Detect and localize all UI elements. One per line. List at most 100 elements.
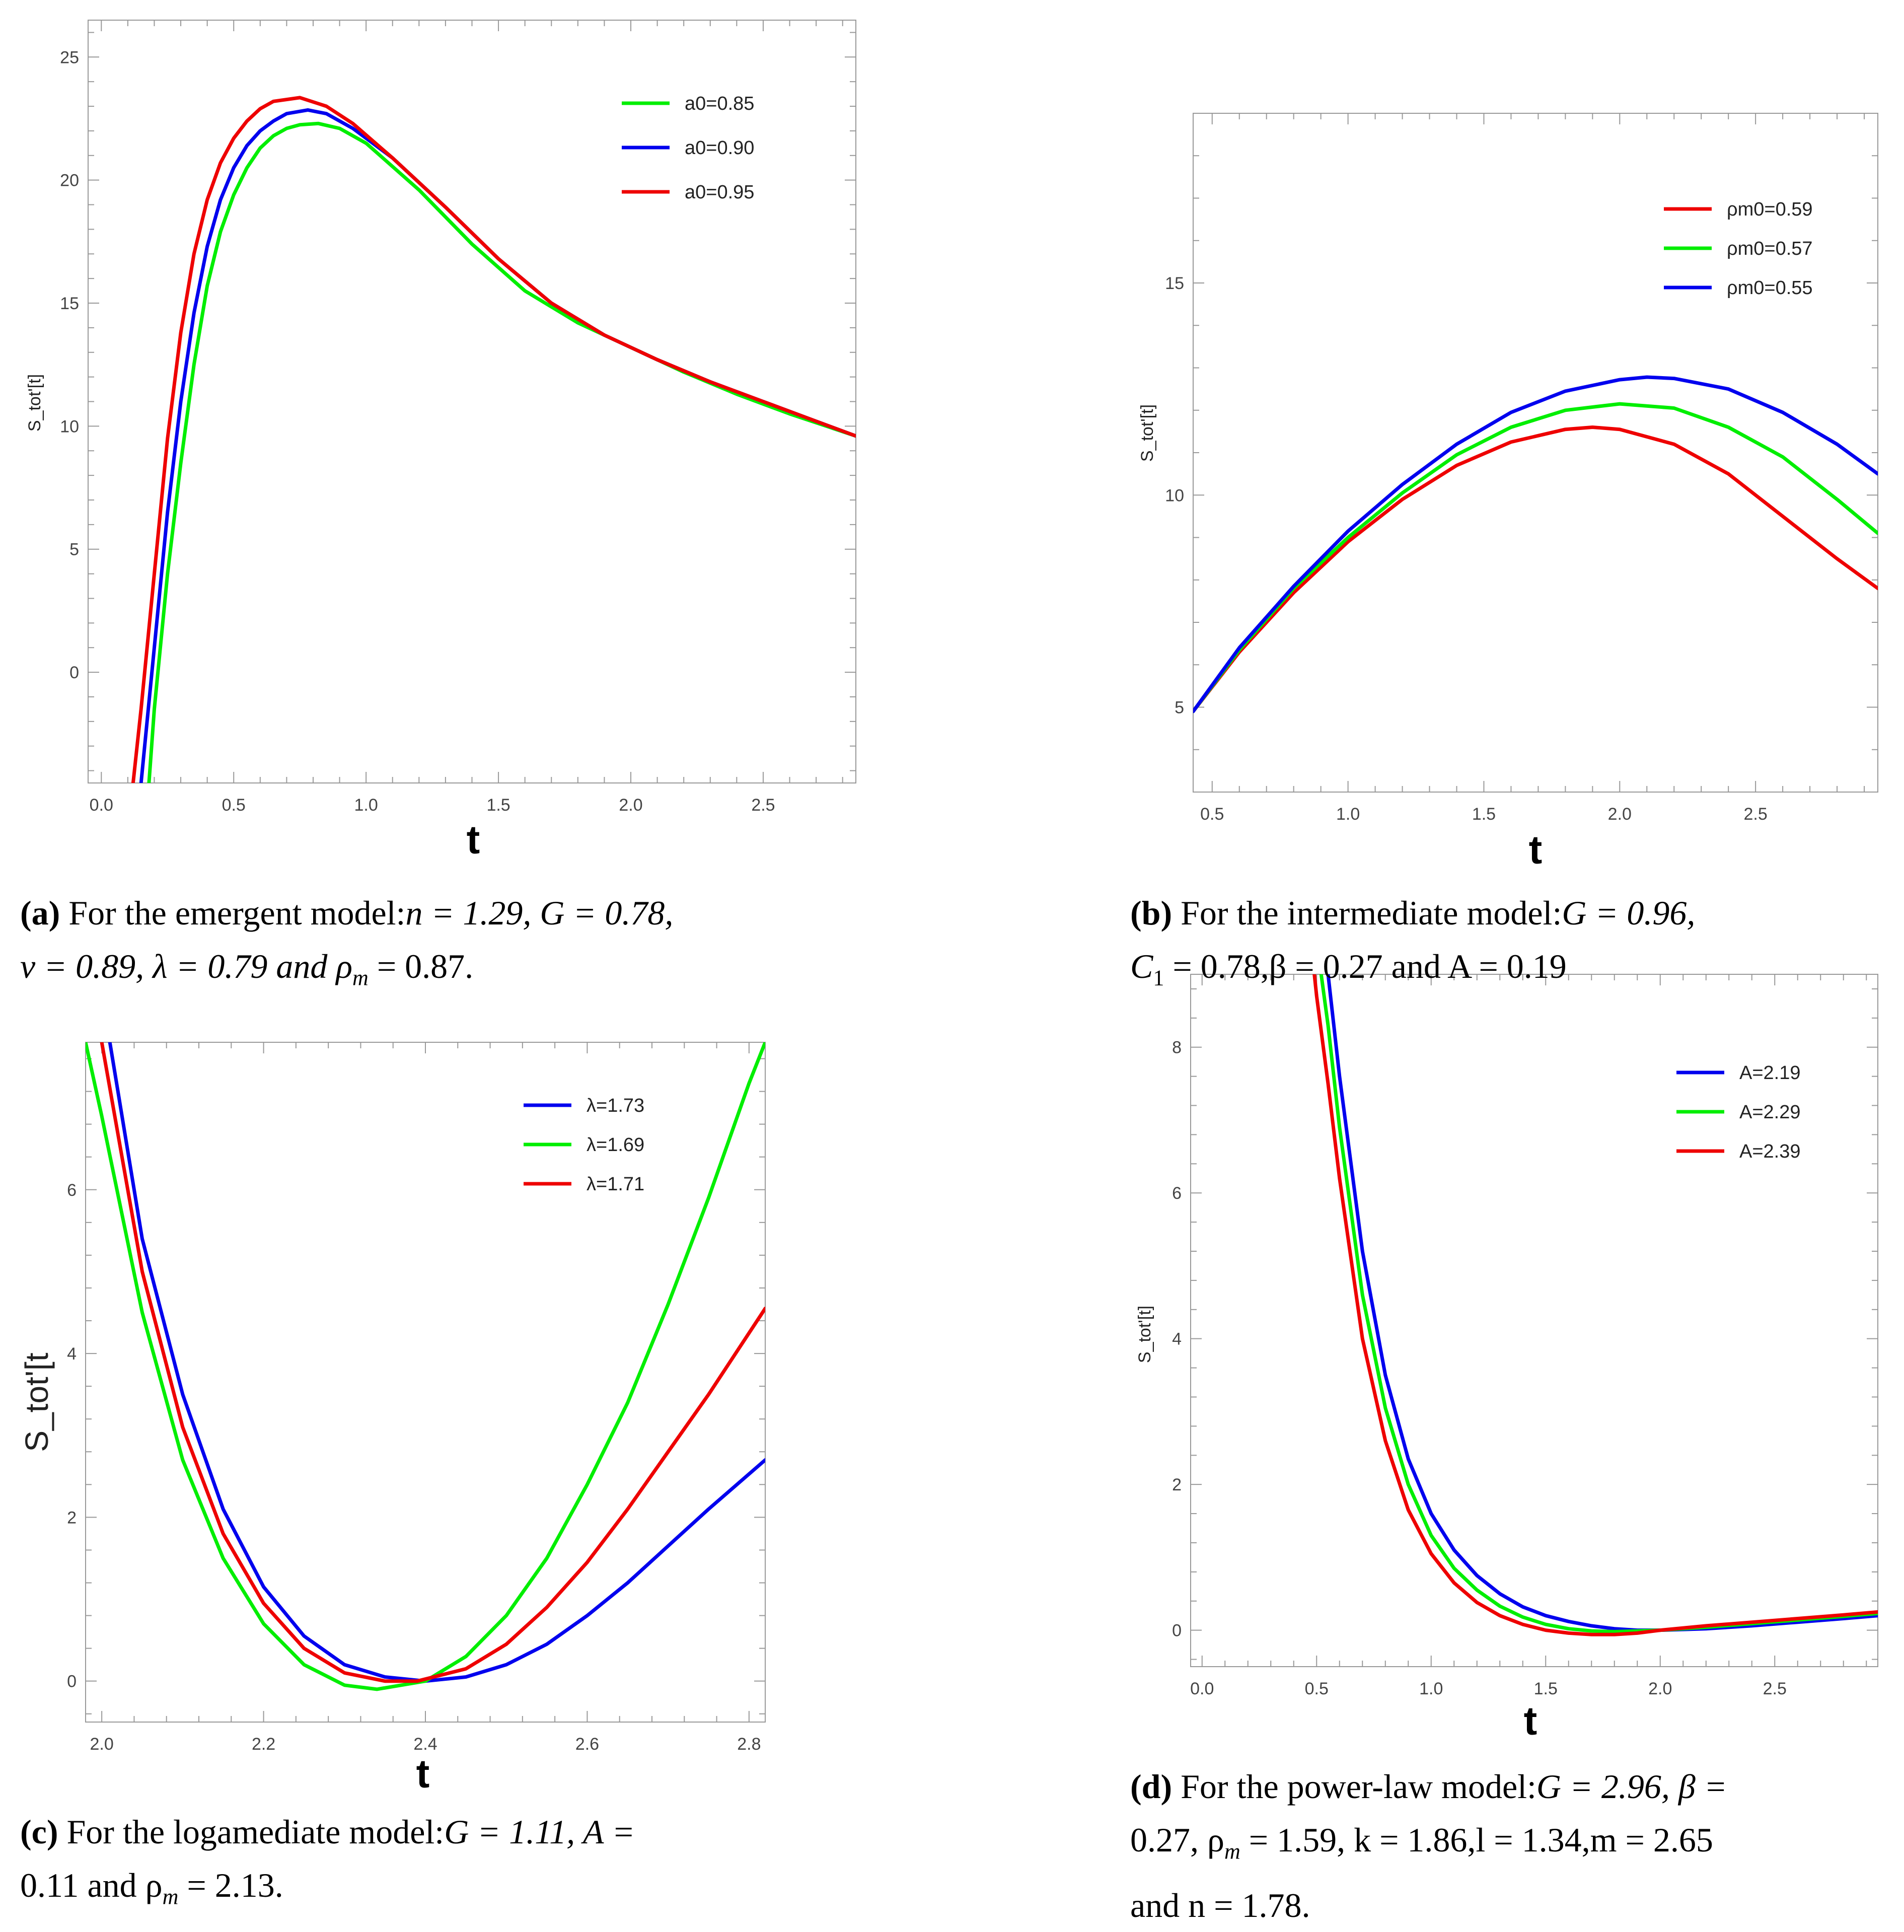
x-tick-label: 2.8 <box>737 1735 761 1754</box>
legend-label: a0=0.90 <box>685 137 754 159</box>
y-tick-label: 15 <box>1165 274 1184 293</box>
y-axis-title: S_tot'[t] <box>1135 1306 1154 1363</box>
x-tick-label: 1.0 <box>1419 1679 1443 1698</box>
y-tick-label: 10 <box>60 417 79 436</box>
x-axis-title: t <box>467 817 480 862</box>
legend-label: λ=1.73 <box>587 1095 644 1116</box>
caption-d-sub: m <box>1224 1839 1240 1864</box>
y-tick-label: 5 <box>1175 698 1184 718</box>
x-tick-label: 2.0 <box>1648 1679 1672 1698</box>
caption-a-text: For the emergent model: <box>60 894 406 932</box>
caption-b-sub: 1 <box>1153 965 1164 990</box>
caption-a-line2-end: = 0.87. <box>368 947 474 985</box>
x-tick-label: 2.5 <box>751 796 775 815</box>
caption-d-text: For the power-law model: <box>1172 1767 1536 1806</box>
legend-label: ρm0=0.57 <box>1727 238 1813 259</box>
x-tick-label: 0.0 <box>90 796 113 815</box>
plot-frame <box>88 20 856 783</box>
caption-c-label: (c) <box>20 1813 58 1851</box>
legend-label: A=2.19 <box>1739 1062 1801 1084</box>
x-tick-label: 0.5 <box>1305 1679 1329 1698</box>
series-line <box>1326 974 1878 1632</box>
x-tick-label: 2.0 <box>619 796 642 815</box>
x-tick-label: 2.4 <box>413 1735 437 1754</box>
caption-d-line2-end: = 1.59, k = 1.86,l = 1.34,m = 2.65 <box>1240 1821 1713 1859</box>
x-tick-label: 0.0 <box>1190 1679 1214 1698</box>
y-axis-title: S_tot'[t] <box>1138 404 1157 462</box>
y-tick-label: 2 <box>1172 1475 1182 1494</box>
plot-frame <box>85 1042 766 1723</box>
caption-a: (a) For the emergent model:n = 1.29, G =… <box>20 886 866 1005</box>
x-tick-label: 2.6 <box>575 1735 599 1754</box>
chart-a: 0.0 0.5 1.0 1.5 2.0 2.5 0 5 10 15 20 25 t S_tot'[t] a0… <box>25 20 856 862</box>
caption-c-text: For the logamediate model: <box>58 1813 445 1851</box>
y-tick-label: 15 <box>60 294 79 313</box>
caption-d-line3: and n = 1.78. <box>1130 1886 1310 1924</box>
caption-b-line2: C <box>1130 947 1153 985</box>
y-tick-label: 4 <box>1172 1330 1182 1349</box>
series-line <box>100 1042 765 1683</box>
caption-c-sub: m <box>162 1884 179 1909</box>
caption-b-math: G = 0.96, <box>1562 894 1696 932</box>
x-tick-label: 0.5 <box>222 796 246 815</box>
legend-label: λ=1.69 <box>587 1134 644 1156</box>
x-tick-label: 2.5 <box>1744 805 1768 824</box>
x-axis-title: t <box>416 1751 430 1796</box>
y-tick-label: 6 <box>67 1181 77 1200</box>
caption-d-label: (d) <box>1130 1767 1173 1806</box>
caption-c-line2-end: = 2.13. <box>178 1866 283 1904</box>
x-tick-label: 2.0 <box>90 1735 114 1754</box>
series-line <box>86 1042 765 1691</box>
y-axis-title: S_tot'[t] <box>25 374 44 432</box>
caption-a-line2: ν = 0.89, λ = 0.79 and ρ <box>20 947 353 985</box>
plot-frame <box>1190 974 1878 1667</box>
legend-label: A=2.29 <box>1739 1102 1801 1123</box>
y-tick-label: 8 <box>1172 1038 1182 1057</box>
caption-c-math: G = 1.11, A = <box>444 1813 635 1851</box>
y-tick-label: 4 <box>67 1344 77 1364</box>
legend-label: A=2.39 <box>1739 1141 1801 1162</box>
x-axis-title: t <box>1529 827 1543 872</box>
caption-b-text: For the intermediate model: <box>1172 894 1562 932</box>
y-tick-label: 2 <box>67 1508 77 1527</box>
y-tick-label: 0 <box>67 1672 77 1691</box>
caption-a-sub: m <box>352 965 369 990</box>
chart-b: 0.5 1.0 1.5 2.0 2.5 5 10 15 t S_tot'[t] ρm0=0.59 ρm… <box>1138 113 1878 872</box>
y-tick-label: 0 <box>69 663 79 682</box>
x-tick-label: 2.2 <box>252 1735 275 1754</box>
caption-b-label: (b) <box>1130 894 1173 932</box>
caption-b-line2-end: = 0.78,β = 0.27 and A = 0.19 <box>1164 947 1567 985</box>
x-tick-label: 0.5 <box>1200 805 1224 824</box>
x-axis-title: t <box>1524 1698 1537 1743</box>
x-tick-label: 1.5 <box>1534 1679 1558 1698</box>
chart-d: 0.0 0.5 1.0 1.5 2.0 2.5 0 2 4 6 8 t S_tot'[t] A=2.19 A… <box>1135 974 1878 1743</box>
chart-c: 2.0 2.2 2.4 2.6 2.8 0 2 4 6 t S_tot'[t λ=1.73 λ=1.69… <box>19 1042 766 1796</box>
caption-c-line2: 0.11 and ρ <box>20 1866 163 1904</box>
y-tick-label: 0 <box>1172 1621 1182 1640</box>
y-tick-label: 5 <box>69 540 79 559</box>
caption-c: (c) For the logamediate model:G = 1.11, … <box>20 1805 826 1924</box>
x-tick-label: 1.0 <box>1336 805 1360 824</box>
series-line <box>1312 974 1878 1636</box>
y-axis-title: S_tot'[t <box>19 1352 55 1452</box>
caption-d-math: G = 2.96, β = <box>1536 1767 1727 1806</box>
x-tick-label: 1.5 <box>1472 805 1496 824</box>
series-line <box>1193 402 1878 713</box>
x-tick-label: 2.5 <box>1763 1679 1787 1698</box>
plot-frame <box>1193 113 1878 793</box>
series-line <box>1193 375 1878 713</box>
caption-d-line2: 0.27, ρ <box>1130 1821 1224 1859</box>
caption-a-label: (a) <box>20 894 60 932</box>
y-tick-label: 20 <box>60 171 79 190</box>
x-tick-label: 2.0 <box>1608 805 1632 824</box>
caption-a-math: n = 1.29, G = 0.78, <box>405 894 674 932</box>
y-tick-label: 6 <box>1172 1184 1182 1203</box>
x-tick-label: 1.0 <box>354 796 378 815</box>
x-tick-label: 1.5 <box>486 796 510 815</box>
series-line <box>1193 425 1878 713</box>
legend-label: a0=0.95 <box>685 182 754 203</box>
y-tick-label: 25 <box>60 48 79 67</box>
series-line <box>131 96 856 783</box>
y-tick-label: 10 <box>1165 486 1184 505</box>
